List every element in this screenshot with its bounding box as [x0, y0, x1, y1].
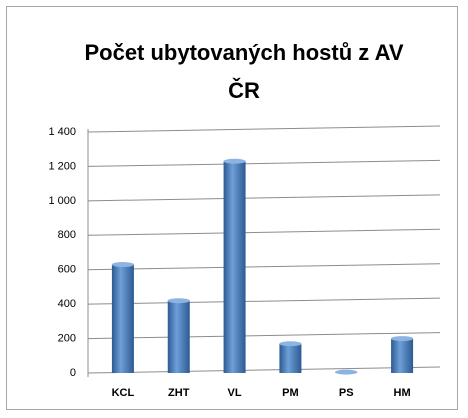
y-tick-label: 0: [70, 367, 76, 379]
x-tick-label: KCL: [112, 387, 135, 399]
y-tick-label: 600: [58, 264, 76, 276]
y-tick-label: 800: [58, 229, 76, 241]
grid-line: [87, 332, 441, 340]
bar-top: [335, 369, 358, 375]
grid-line: [87, 159, 441, 167]
grid-line: [87, 297, 441, 305]
bar-top: [167, 298, 190, 304]
bar: [223, 161, 246, 373]
x-tick-label: PM: [282, 387, 299, 399]
bar-top: [391, 336, 414, 342]
bar-top: [279, 341, 302, 347]
chart-title: Počet ubytovaných hostů z AV ČR: [84, 40, 404, 103]
grid-line: [87, 194, 441, 202]
bar-top: [223, 158, 246, 164]
grid-line: [87, 228, 441, 236]
grid-line: [87, 366, 441, 374]
x-tick-label: PS: [339, 387, 354, 399]
y-tick-label: 200: [58, 332, 76, 344]
y-tick-label: 1 200: [48, 160, 76, 172]
chart-frame: [6, 6, 458, 410]
x-tick-label: HM: [394, 387, 411, 399]
grid-line: [87, 125, 441, 133]
bar: [111, 264, 134, 373]
x-tick-label: ZHT: [168, 387, 190, 399]
bar: [391, 338, 414, 373]
grid-line: [87, 263, 441, 271]
bar-top: [111, 262, 134, 268]
bar: [167, 300, 190, 373]
x-tick-label: VL: [228, 387, 242, 399]
y-tick-label: 1 400: [48, 126, 76, 138]
y-tick-label: 400: [58, 298, 76, 310]
bar: [279, 343, 302, 373]
y-tick-label: 1 000: [48, 195, 76, 207]
